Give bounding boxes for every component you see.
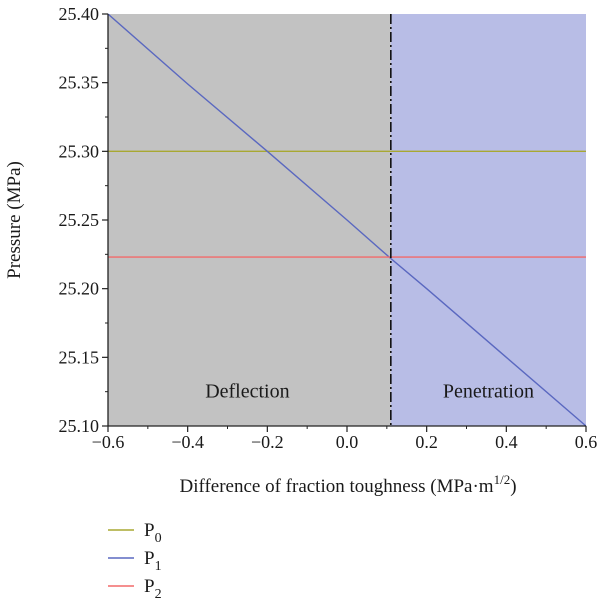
region-penetration bbox=[390, 14, 586, 426]
ticks-layer: −0.6 −0.4 −0.2 0.0 0.2 0.4 0.6 25.10 25.15 25.20 2… bbox=[59, 4, 598, 452]
legend-label-p0: P0 bbox=[144, 520, 162, 546]
legend-label-subscript: 0 bbox=[155, 531, 162, 546]
x-tick-label: 0.2 bbox=[415, 432, 438, 452]
x-axis-title-superscript: 1/2 bbox=[494, 472, 511, 487]
y-tick-label: 25.30 bbox=[59, 141, 100, 161]
x-axis-title-close: ) bbox=[510, 476, 516, 497]
y-tick-label: 25.20 bbox=[59, 279, 100, 299]
x-tick-label: −0.6 bbox=[92, 432, 125, 452]
legend-label-subscript: 1 bbox=[155, 559, 162, 574]
x-tick-label: 0.4 bbox=[495, 432, 518, 452]
x-axis-title: Difference of fraction toughness (MPa·m1… bbox=[179, 472, 516, 497]
series-layer bbox=[107, 13, 587, 427]
legend-label-p1: P1 bbox=[144, 548, 162, 574]
x-tick-label: 0.0 bbox=[336, 432, 359, 452]
region-label-deflection: Deflection bbox=[205, 381, 289, 403]
x-axis-title-main: Difference of fraction toughness (MPa·m bbox=[179, 476, 493, 497]
x-tick-label: 0.6 bbox=[575, 432, 598, 452]
y-tick-label: 25.10 bbox=[59, 416, 100, 436]
legend-label-p2: P2 bbox=[144, 576, 162, 602]
x-tick-label: −0.4 bbox=[171, 432, 204, 452]
legend-label-name: P bbox=[144, 576, 155, 597]
region-deflection bbox=[108, 14, 391, 426]
series-line-p1 bbox=[107, 13, 587, 427]
y-tick-label: 25.40 bbox=[59, 4, 100, 24]
legend-label-name: P bbox=[144, 520, 155, 541]
x-tick-label: −0.2 bbox=[251, 432, 284, 452]
legend-label-subscript: 2 bbox=[155, 587, 162, 602]
y-tick-label: 25.35 bbox=[59, 73, 100, 93]
region-label-penetration: Penetration bbox=[443, 381, 534, 403]
regions-layer: Deflection Penetration bbox=[108, 14, 586, 426]
legend-label-name: P bbox=[144, 548, 155, 569]
y-axis-title: Pressure (MPa) bbox=[4, 161, 25, 279]
y-tick-label: 25.15 bbox=[59, 347, 100, 367]
y-tick-label: 25.25 bbox=[59, 210, 100, 230]
